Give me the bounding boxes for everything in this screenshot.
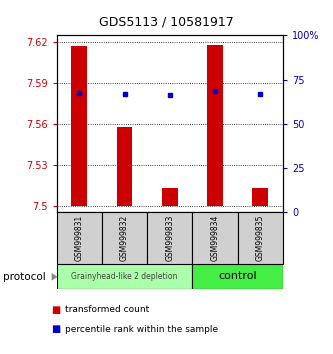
Bar: [192, 212, 238, 264]
Text: ■: ■: [52, 305, 61, 315]
Bar: [147, 212, 192, 264]
Bar: [57, 264, 192, 289]
Bar: [57, 212, 102, 264]
Polygon shape: [52, 273, 58, 281]
Text: percentile rank within the sample: percentile rank within the sample: [65, 325, 218, 334]
Text: ■: ■: [52, 324, 61, 334]
Text: GSM999835: GSM999835: [256, 215, 265, 261]
Bar: [117, 127, 133, 206]
Text: Grainyhead-like 2 depletion: Grainyhead-like 2 depletion: [71, 272, 178, 281]
Text: GSM999831: GSM999831: [75, 215, 84, 261]
Bar: [102, 212, 147, 264]
Bar: [162, 188, 178, 206]
Bar: [192, 264, 283, 289]
Text: control: control: [218, 272, 257, 281]
Text: GSM999834: GSM999834: [210, 215, 220, 261]
Bar: [238, 212, 283, 264]
Bar: [252, 188, 268, 206]
Text: GSM999833: GSM999833: [165, 215, 174, 261]
Text: GSM999832: GSM999832: [120, 215, 129, 261]
Text: GDS5113 / 10581917: GDS5113 / 10581917: [99, 16, 234, 29]
Text: transformed count: transformed count: [65, 305, 149, 314]
Text: protocol: protocol: [3, 272, 46, 282]
Bar: [207, 45, 223, 206]
Bar: [71, 46, 87, 206]
